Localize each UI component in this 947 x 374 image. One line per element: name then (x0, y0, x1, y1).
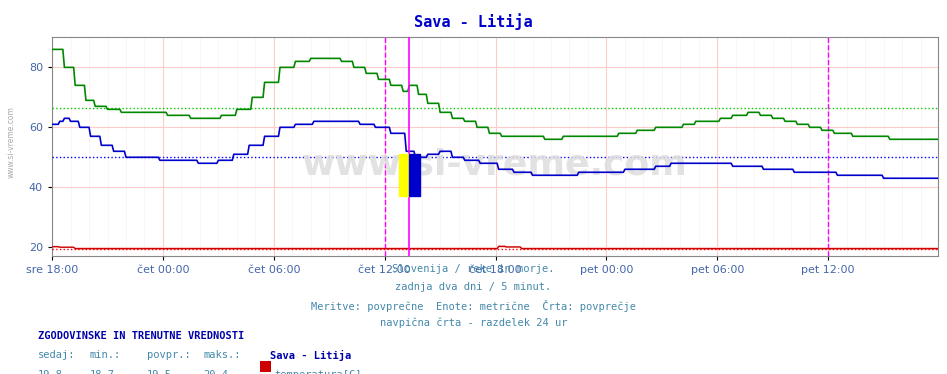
Text: ZGODOVINSKE IN TRENUTNE VREDNOSTI: ZGODOVINSKE IN TRENUTNE VREDNOSTI (38, 331, 244, 341)
Text: sedaj:: sedaj: (38, 350, 76, 361)
Text: zadnja dva dni / 5 minut.: zadnja dva dni / 5 minut. (396, 282, 551, 292)
Text: www.si-vreme.com: www.si-vreme.com (302, 147, 688, 181)
Text: navpična črta - razdelek 24 ur: navpična črta - razdelek 24 ur (380, 318, 567, 328)
Bar (399, 154, 409, 196)
Text: 20,4: 20,4 (204, 370, 228, 374)
Text: 19,8: 19,8 (38, 370, 63, 374)
Text: Sava - Litija: Sava - Litija (270, 350, 351, 361)
Text: min.:: min.: (90, 350, 121, 361)
Text: povpr.:: povpr.: (147, 350, 190, 361)
Text: temperatura[C]: temperatura[C] (275, 370, 362, 374)
Text: Sava - Litija: Sava - Litija (414, 13, 533, 30)
Bar (409, 154, 420, 196)
Text: Slovenija / reke in morje.: Slovenija / reke in morje. (392, 264, 555, 274)
Text: maks.:: maks.: (204, 350, 241, 361)
Text: Meritve: povprečne  Enote: metrične  Črta: povprečje: Meritve: povprečne Enote: metrične Črta:… (311, 300, 636, 312)
Text: www.si-vreme.com: www.si-vreme.com (7, 106, 16, 178)
Text: 19,5: 19,5 (147, 370, 171, 374)
Text: 18,7: 18,7 (90, 370, 115, 374)
